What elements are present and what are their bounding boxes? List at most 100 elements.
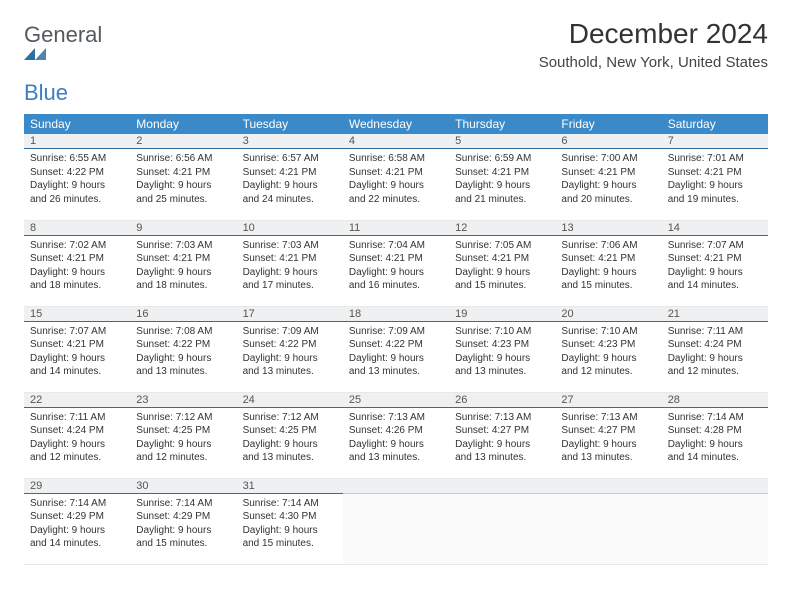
day-number: 19 — [449, 307, 555, 322]
day-details: Sunrise: 6:59 AMSunset: 4:21 PMDaylight:… — [449, 149, 555, 210]
day-details: Sunrise: 7:12 AMSunset: 4:25 PMDaylight:… — [237, 408, 343, 469]
calendar-cell: 24Sunrise: 7:12 AMSunset: 4:25 PMDayligh… — [237, 392, 343, 478]
brand-logo: General Blue — [24, 24, 102, 104]
day-number: 6 — [555, 134, 661, 149]
day-number: 17 — [237, 307, 343, 322]
calendar-cell: 1Sunrise: 6:55 AMSunset: 4:22 PMDaylight… — [24, 134, 130, 220]
weekday-header: Saturday — [662, 114, 768, 134]
day-details: Sunrise: 7:10 AMSunset: 4:23 PMDaylight:… — [449, 322, 555, 383]
calendar-cell: 29Sunrise: 7:14 AMSunset: 4:29 PMDayligh… — [24, 478, 130, 564]
day-details: Sunrise: 7:12 AMSunset: 4:25 PMDaylight:… — [130, 408, 236, 469]
day-details: Sunrise: 6:56 AMSunset: 4:21 PMDaylight:… — [130, 149, 236, 210]
calendar-cell: 23Sunrise: 7:12 AMSunset: 4:25 PMDayligh… — [130, 392, 236, 478]
calendar-cell: 6Sunrise: 7:00 AMSunset: 4:21 PMDaylight… — [555, 134, 661, 220]
day-details: Sunrise: 7:08 AMSunset: 4:22 PMDaylight:… — [130, 322, 236, 383]
calendar-cell: 10Sunrise: 7:03 AMSunset: 4:21 PMDayligh… — [237, 220, 343, 306]
calendar-cell: 28Sunrise: 7:14 AMSunset: 4:28 PMDayligh… — [662, 392, 768, 478]
day-details: Sunrise: 7:14 AMSunset: 4:29 PMDaylight:… — [24, 494, 130, 555]
day-number: 28 — [662, 393, 768, 408]
calendar-cell: 19Sunrise: 7:10 AMSunset: 4:23 PMDayligh… — [449, 306, 555, 392]
day-details: Sunrise: 7:01 AMSunset: 4:21 PMDaylight:… — [662, 149, 768, 210]
month-title: December 2024 — [539, 18, 768, 50]
location-label: Southold, New York, United States — [539, 54, 768, 71]
calendar-cell: 25Sunrise: 7:13 AMSunset: 4:26 PMDayligh… — [343, 392, 449, 478]
day-number: 26 — [449, 393, 555, 408]
calendar-cell: 22Sunrise: 7:11 AMSunset: 4:24 PMDayligh… — [24, 392, 130, 478]
day-number: 10 — [237, 221, 343, 236]
weekday-header: Thursday — [449, 114, 555, 134]
day-details: Sunrise: 7:07 AMSunset: 4:21 PMDaylight:… — [24, 322, 130, 383]
calendar-cell: 5Sunrise: 6:59 AMSunset: 4:21 PMDaylight… — [449, 134, 555, 220]
day-number: 5 — [449, 134, 555, 149]
calendar-cell: 8Sunrise: 7:02 AMSunset: 4:21 PMDaylight… — [24, 220, 130, 306]
day-number: 9 — [130, 221, 236, 236]
day-details: Sunrise: 7:09 AMSunset: 4:22 PMDaylight:… — [343, 322, 449, 383]
calendar-cell: 20Sunrise: 7:10 AMSunset: 4:23 PMDayligh… — [555, 306, 661, 392]
day-details: Sunrise: 7:14 AMSunset: 4:29 PMDaylight:… — [130, 494, 236, 555]
day-details: Sunrise: 7:00 AMSunset: 4:21 PMDaylight:… — [555, 149, 661, 210]
day-number: 11 — [343, 221, 449, 236]
day-details: Sunrise: 7:14 AMSunset: 4:30 PMDaylight:… — [237, 494, 343, 555]
day-number: 13 — [555, 221, 661, 236]
day-details: Sunrise: 7:14 AMSunset: 4:28 PMDaylight:… — [662, 408, 768, 469]
day-details: Sunrise: 7:11 AMSunset: 4:24 PMDaylight:… — [662, 322, 768, 383]
calendar-cell: 27Sunrise: 7:13 AMSunset: 4:27 PMDayligh… — [555, 392, 661, 478]
calendar-cell: 7Sunrise: 7:01 AMSunset: 4:21 PMDaylight… — [662, 134, 768, 220]
day-number: 18 — [343, 307, 449, 322]
calendar-cell: 26Sunrise: 7:13 AMSunset: 4:27 PMDayligh… — [449, 392, 555, 478]
weekday-header: Sunday — [24, 114, 130, 134]
calendar-cell: 14Sunrise: 7:07 AMSunset: 4:21 PMDayligh… — [662, 220, 768, 306]
calendar-cell: 15Sunrise: 7:07 AMSunset: 4:21 PMDayligh… — [24, 306, 130, 392]
day-number: 8 — [24, 221, 130, 236]
day-number: 14 — [662, 221, 768, 236]
day-number: 2 — [130, 134, 236, 149]
weekday-header: Wednesday — [343, 114, 449, 134]
day-details: Sunrise: 6:55 AMSunset: 4:22 PMDaylight:… — [24, 149, 130, 210]
day-number: 21 — [662, 307, 768, 322]
day-details: Sunrise: 6:57 AMSunset: 4:21 PMDaylight:… — [237, 149, 343, 210]
day-details: Sunrise: 7:10 AMSunset: 4:23 PMDaylight:… — [555, 322, 661, 383]
day-number: 29 — [24, 479, 130, 494]
day-number: 12 — [449, 221, 555, 236]
day-number: 23 — [130, 393, 236, 408]
day-details: Sunrise: 7:03 AMSunset: 4:21 PMDaylight:… — [237, 236, 343, 297]
day-number: 24 — [237, 393, 343, 408]
brand-general: General — [24, 22, 102, 47]
day-number: 4 — [343, 134, 449, 149]
calendar-cell: 12Sunrise: 7:05 AMSunset: 4:21 PMDayligh… — [449, 220, 555, 306]
calendar-cell: 17Sunrise: 7:09 AMSunset: 4:22 PMDayligh… — [237, 306, 343, 392]
day-number: 15 — [24, 307, 130, 322]
calendar-cell — [343, 478, 449, 564]
day-number: 7 — [662, 134, 768, 149]
calendar-cell — [555, 478, 661, 564]
calendar-cell: 9Sunrise: 7:03 AMSunset: 4:21 PMDaylight… — [130, 220, 236, 306]
weekday-header: Monday — [130, 114, 236, 134]
day-number: 27 — [555, 393, 661, 408]
day-number: 20 — [555, 307, 661, 322]
day-details: Sunrise: 7:07 AMSunset: 4:21 PMDaylight:… — [662, 236, 768, 297]
brand-mark-icon — [24, 46, 102, 60]
day-details: Sunrise: 7:09 AMSunset: 4:22 PMDaylight:… — [237, 322, 343, 383]
calendar-cell: 4Sunrise: 6:58 AMSunset: 4:21 PMDaylight… — [343, 134, 449, 220]
day-details: Sunrise: 7:13 AMSunset: 4:27 PMDaylight:… — [449, 408, 555, 469]
day-details: Sunrise: 7:13 AMSunset: 4:27 PMDaylight:… — [555, 408, 661, 469]
calendar-cell: 30Sunrise: 7:14 AMSunset: 4:29 PMDayligh… — [130, 478, 236, 564]
calendar-cell: 3Sunrise: 6:57 AMSunset: 4:21 PMDaylight… — [237, 134, 343, 220]
day-details: Sunrise: 7:13 AMSunset: 4:26 PMDaylight:… — [343, 408, 449, 469]
day-details: Sunrise: 7:03 AMSunset: 4:21 PMDaylight:… — [130, 236, 236, 297]
day-number: 22 — [24, 393, 130, 408]
calendar-cell: 2Sunrise: 6:56 AMSunset: 4:21 PMDaylight… — [130, 134, 236, 220]
brand-blue: Blue — [24, 80, 68, 105]
day-number: 16 — [130, 307, 236, 322]
day-details: Sunrise: 7:06 AMSunset: 4:21 PMDaylight:… — [555, 236, 661, 297]
day-details: Sunrise: 7:04 AMSunset: 4:21 PMDaylight:… — [343, 236, 449, 297]
calendar-cell: 13Sunrise: 7:06 AMSunset: 4:21 PMDayligh… — [555, 220, 661, 306]
calendar-table: SundayMondayTuesdayWednesdayThursdayFrid… — [24, 114, 768, 565]
calendar-cell: 21Sunrise: 7:11 AMSunset: 4:24 PMDayligh… — [662, 306, 768, 392]
day-number: 25 — [343, 393, 449, 408]
weekday-header: Tuesday — [237, 114, 343, 134]
day-details: Sunrise: 6:58 AMSunset: 4:21 PMDaylight:… — [343, 149, 449, 210]
day-number: 3 — [237, 134, 343, 149]
day-details: Sunrise: 7:11 AMSunset: 4:24 PMDaylight:… — [24, 408, 130, 469]
day-details: Sunrise: 7:02 AMSunset: 4:21 PMDaylight:… — [24, 236, 130, 297]
